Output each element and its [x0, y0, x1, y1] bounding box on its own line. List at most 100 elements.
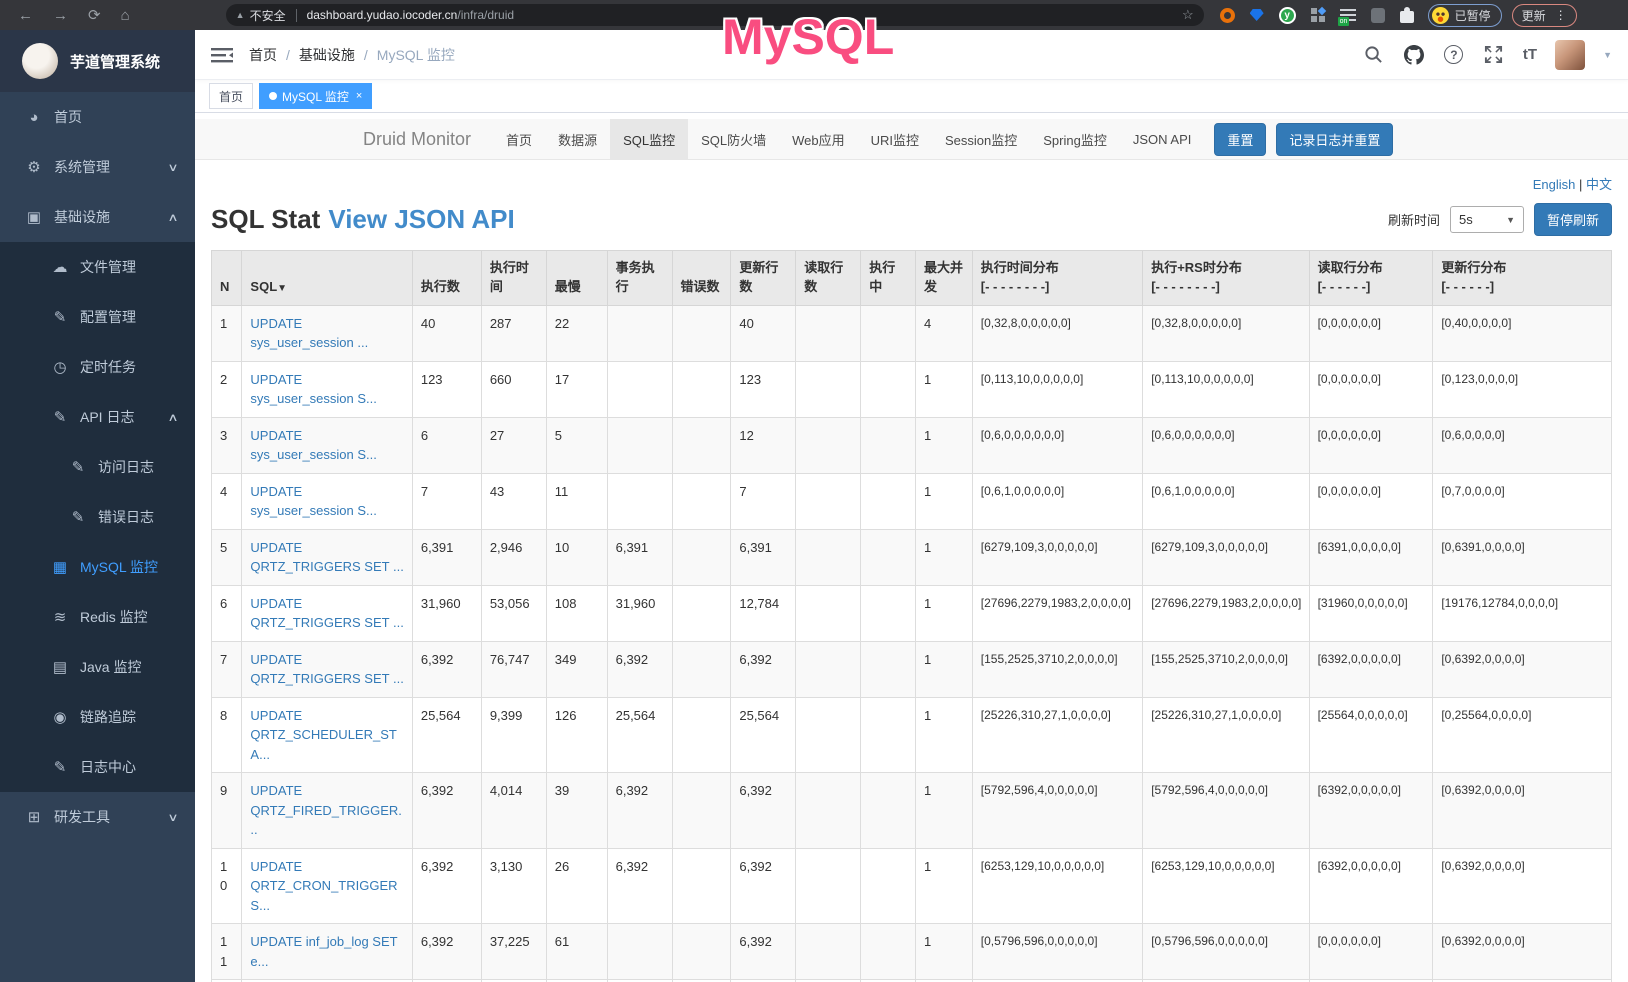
- column-header-read_rows[interactable]: 读取行数: [795, 250, 862, 306]
- sql-link[interactable]: UPDATE QRTZ_TRIGGERS SET ...: [250, 539, 404, 575]
- bookmark-star-icon[interactable]: ☆: [1181, 7, 1194, 22]
- hamburger-icon[interactable]: [211, 47, 233, 63]
- extension-donut-icon[interactable]: [1219, 7, 1235, 23]
- help-icon[interactable]: ?: [1443, 44, 1465, 66]
- view-json-api-link[interactable]: View JSON API: [328, 204, 515, 234]
- font-size-icon[interactable]: tT: [1522, 46, 1538, 63]
- fullscreen-icon[interactable]: [1483, 44, 1505, 66]
- extension-list-icon[interactable]: on: [1337, 8, 1356, 26]
- trace-icon: ◉: [53, 709, 67, 726]
- druid-menu-首页[interactable]: 首页: [506, 132, 533, 148]
- column-header-time_dist[interactable]: 执行时间分布 [- - - - - - - -]: [971, 250, 1144, 306]
- druid-menu-Spring监控[interactable]: Spring监控: [1043, 132, 1107, 148]
- sidebar-item-Java 监控[interactable]: ▤ Java 监控: [0, 642, 195, 692]
- lang-chinese-link[interactable]: 中文: [1585, 177, 1612, 192]
- table-row: 2 UPDATE sys_user_session S... 123 660 17 123…: [210, 360, 1612, 418]
- column-header-tx_exec[interactable]: 事务执行: [606, 250, 673, 306]
- cell-read_rows: [795, 360, 862, 418]
- tab-MySQL 监控[interactable]: MySQL 监控 ×: [259, 83, 373, 109]
- extension-green-y-icon[interactable]: y: [1278, 6, 1296, 24]
- sql-link[interactable]: UPDATE QRTZ_CRON_TRIGGERS...: [250, 858, 398, 913]
- browser-reload-icon[interactable]: ⟳: [88, 7, 101, 24]
- cell-read_rows: [795, 416, 862, 474]
- sql-link[interactable]: UPDATE sys_user_session S...: [250, 371, 377, 407]
- app-logo-row[interactable]: 芋道管理系统: [0, 30, 195, 92]
- profile-paused-pill[interactable]: 已暂停: [1427, 3, 1502, 27]
- user-avatar[interactable]: [1555, 39, 1586, 70]
- extensions-puzzle-icon[interactable]: [1399, 6, 1414, 23]
- cell-read_dist: [0,0,0,0,0,0]: [1308, 360, 1434, 418]
- sidebar-item-日志中心[interactable]: ✎ 日志中心: [0, 742, 195, 792]
- sql-link[interactable]: UPDATE sys_user_session ...: [250, 315, 369, 351]
- refresh-interval-select[interactable]: 5s ▼: [1449, 206, 1524, 233]
- browser-home-icon[interactable]: ⌂: [120, 6, 130, 24]
- column-header-exec_count[interactable]: 执行数: [411, 250, 482, 306]
- github-icon[interactable]: [1403, 44, 1425, 66]
- sql-link[interactable]: UPDATE QRTZ_SCHEDULER_STA...: [250, 707, 397, 762]
- druid-menu-JSON API[interactable]: JSON API: [1132, 131, 1192, 147]
- search-icon[interactable]: [1363, 44, 1385, 66]
- sidebar-item-链路追踪[interactable]: ◉ 链路追踪: [0, 692, 195, 742]
- druid-menu-Session监控[interactable]: Session监控: [945, 132, 1018, 148]
- close-icon[interactable]: ×: [355, 90, 363, 102]
- column-header-slowest[interactable]: 最慢: [545, 250, 608, 306]
- extension-gem-icon[interactable]: [1249, 9, 1264, 21]
- column-header-update_rows[interactable]: 更新行数: [730, 250, 797, 306]
- sidebar-item-基础设施[interactable]: ▣ 基础设施 ∧: [0, 192, 195, 242]
- sidebar-item-MySQL 监控[interactable]: ▦ MySQL 监控: [0, 542, 195, 592]
- sidebar-item-错误日志[interactable]: ✎ 错误日志: [0, 492, 195, 542]
- sql-link[interactable]: UPDATE inf_job_log SET e...: [250, 934, 398, 969]
- sidebar-item-Redis 监控[interactable]: ≋ Redis 监控: [0, 592, 195, 642]
- sidebar-item-定时任务[interactable]: ◷ 定时任务: [0, 342, 195, 392]
- column-header-max_concurrent[interactable]: 最大并发: [914, 250, 973, 306]
- druid-menu-URI监控[interactable]: URI监控: [870, 132, 919, 148]
- tags-view-bar: 首页 MySQL 监控 ×: [195, 80, 1628, 113]
- sidebar-item-配置管理[interactable]: ✎ 配置管理: [0, 292, 195, 342]
- sidebar-item-访问日志[interactable]: ✎ 访问日志: [0, 442, 195, 492]
- cell-rs_dist: [155,2525,3710,2,0,0,0,0]: [1142, 640, 1310, 698]
- user-caret-down-icon[interactable]: ▼: [1603, 49, 1612, 60]
- druid-menu-数据源[interactable]: 数据源: [558, 132, 598, 148]
- column-header-sql[interactable]: SQL▼: [241, 250, 413, 306]
- column-header-rs_dist[interactable]: 执行+RS时分布 [- - - - - - - -]: [1142, 250, 1310, 306]
- column-header-errors[interactable]: 错误数: [671, 250, 732, 306]
- chrome-update-button[interactable]: 更新 ⋮: [1511, 3, 1577, 27]
- sql-link[interactable]: UPDATE QRTZ_TRIGGERS SET ...: [250, 595, 404, 631]
- cell-exec_time: 287: [480, 304, 547, 362]
- column-header-running[interactable]: 执行中: [860, 250, 916, 306]
- cell-n: 9: [210, 772, 243, 849]
- chevron-up-icon: ∧: [167, 211, 179, 224]
- druid-menu-SQL监控[interactable]: SQL监控: [610, 119, 689, 159]
- browser-back-icon[interactable]: ←: [18, 6, 33, 24]
- browser-forward-icon[interactable]: →: [53, 6, 68, 24]
- browser-menu-dots-icon[interactable]: ⋮: [1554, 8, 1567, 22]
- column-header-exec_time[interactable]: 执行时间: [480, 250, 547, 306]
- sidebar-item-系统管理[interactable]: ⚙ 系统管理 ∨: [0, 142, 195, 192]
- extension-grid-icon[interactable]: [1310, 6, 1326, 22]
- sql-link[interactable]: UPDATE sys_user_session S...: [250, 427, 377, 463]
- log-and-reset-button[interactable]: 记录日志并重置: [1276, 122, 1394, 156]
- sql-link[interactable]: UPDATE sys_user_session S...: [250, 483, 377, 519]
- column-header-update_dist[interactable]: 更新行分布 [- - - - - -]: [1432, 250, 1612, 306]
- column-header-read_dist[interactable]: 读取行分布 [- - - - - -]: [1308, 250, 1434, 306]
- column-label: 最慢: [554, 278, 581, 294]
- sql-link[interactable]: UPDATE QRTZ_FIRED_TRIGGER...: [250, 783, 402, 838]
- sidebar-item-首页[interactable]: ◕ 首页: [0, 92, 195, 142]
- tab-首页[interactable]: 首页: [209, 83, 254, 109]
- sql-link[interactable]: UPDATE QRTZ_TRIGGERS SET ...: [250, 651, 404, 687]
- breadcrumb-item[interactable]: 基础设施: [298, 46, 355, 63]
- druid-brand[interactable]: Druid Monitor: [363, 128, 472, 149]
- sidebar-item-研发工具[interactable]: ⊞ 研发工具 ∨: [0, 792, 195, 842]
- sidebar-item-文件管理[interactable]: ☁ 文件管理: [0, 242, 195, 292]
- column-header-n[interactable]: N: [210, 250, 243, 306]
- reset-button[interactable]: 重置: [1214, 122, 1267, 156]
- pause-refresh-button[interactable]: 暂停刷新: [1533, 203, 1612, 236]
- extension-gray-icon[interactable]: [1370, 7, 1385, 23]
- druid-menu-Web应用[interactable]: Web应用: [792, 132, 845, 148]
- breadcrumb-item[interactable]: 首页: [249, 46, 277, 63]
- address-bar[interactable]: ▲ 不安全 dashboard.yudao.iocoder.cn /infra/…: [225, 4, 1204, 26]
- sidebar-item-API 日志[interactable]: ✎ API 日志 ∧: [0, 392, 195, 442]
- druid-menu-SQL防火墙[interactable]: SQL防火墙: [701, 132, 767, 148]
- lang-english-link[interactable]: English: [1532, 177, 1576, 192]
- sort-desc-icon[interactable]: ▼: [277, 282, 288, 294]
